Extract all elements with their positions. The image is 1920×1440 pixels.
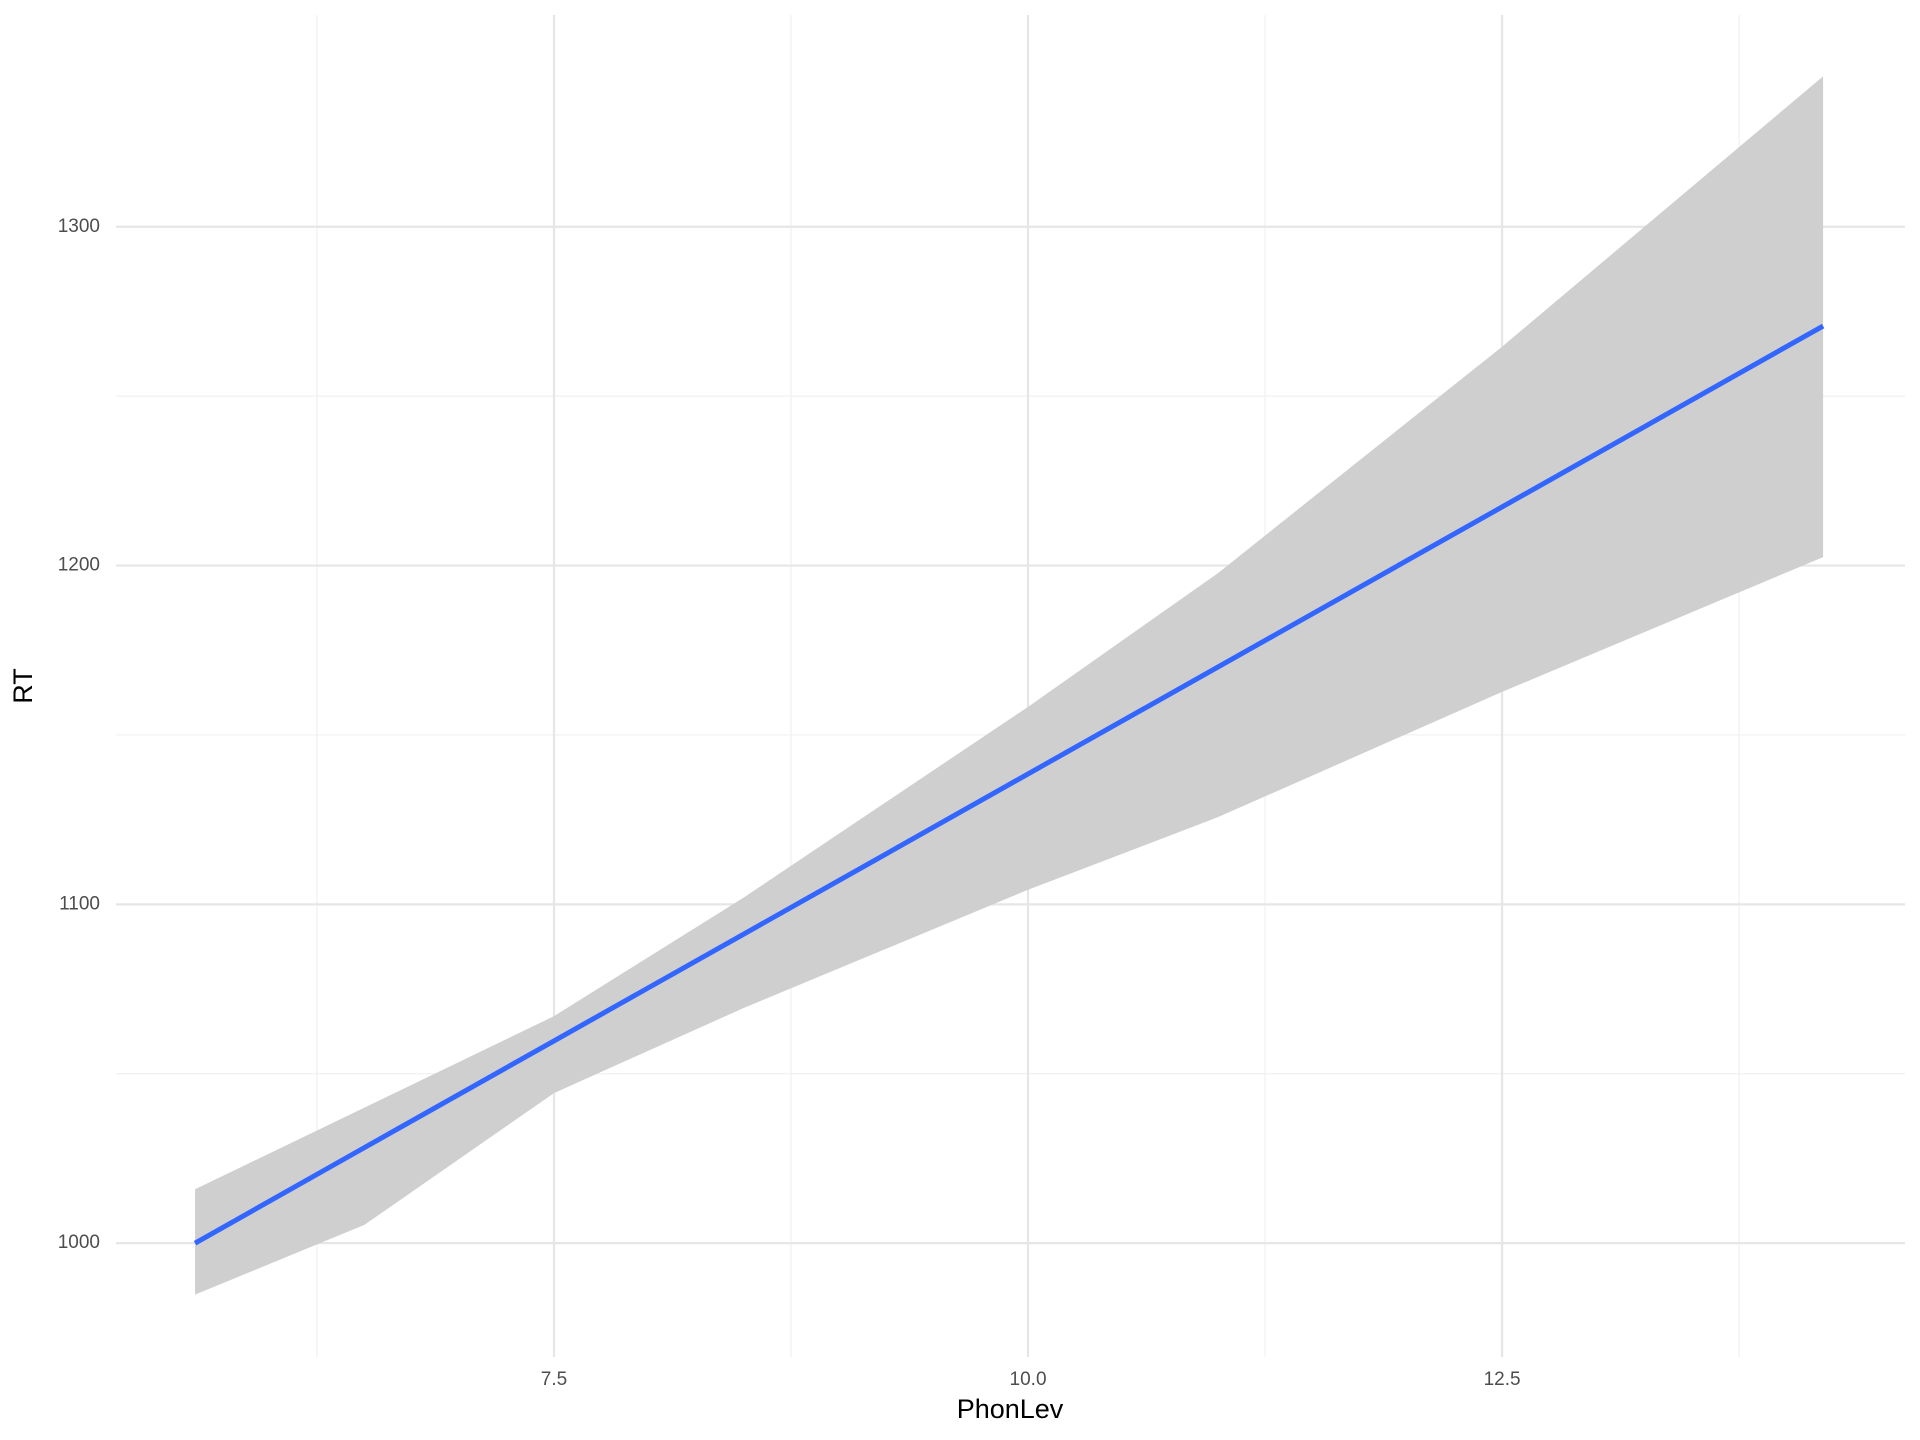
line	[193, 323, 1825, 1246]
x-tick-label: 10.0	[1010, 1369, 1047, 1390]
y-axis-title: RT	[8, 668, 38, 704]
y-tick-label: 1300	[58, 216, 100, 237]
x-tick-label: 7.5	[541, 1369, 567, 1390]
x-axis-title: PhonLev	[957, 1394, 1064, 1424]
confidence-band	[195, 76, 1824, 1295]
y-tick-label: 1100	[59, 893, 100, 914]
y-tick-label: 1200	[58, 555, 100, 576]
y-tick-label: 1000	[58, 1232, 100, 1253]
x-tick-label: 12.5	[1484, 1369, 1521, 1390]
